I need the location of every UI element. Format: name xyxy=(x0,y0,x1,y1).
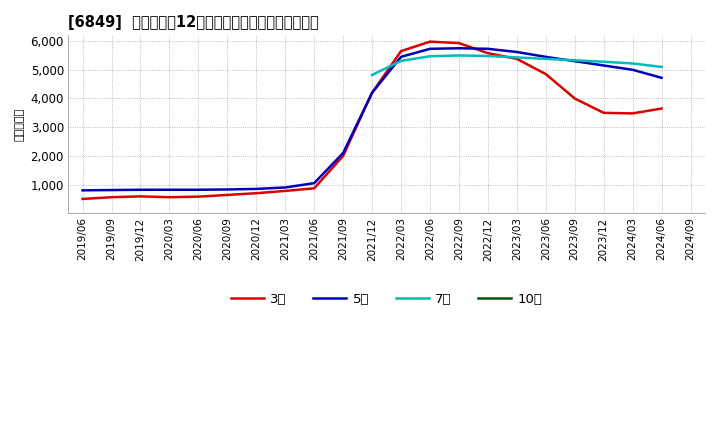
Legend: 3年, 5年, 7年, 10年: 3年, 5年, 7年, 10年 xyxy=(225,287,548,311)
Y-axis label: （百万円）: （百万円） xyxy=(15,108,25,141)
Text: [6849]  当期純利益12か月移動合計の標準偏差の推移: [6849] 当期純利益12か月移動合計の標準偏差の推移 xyxy=(68,15,319,30)
